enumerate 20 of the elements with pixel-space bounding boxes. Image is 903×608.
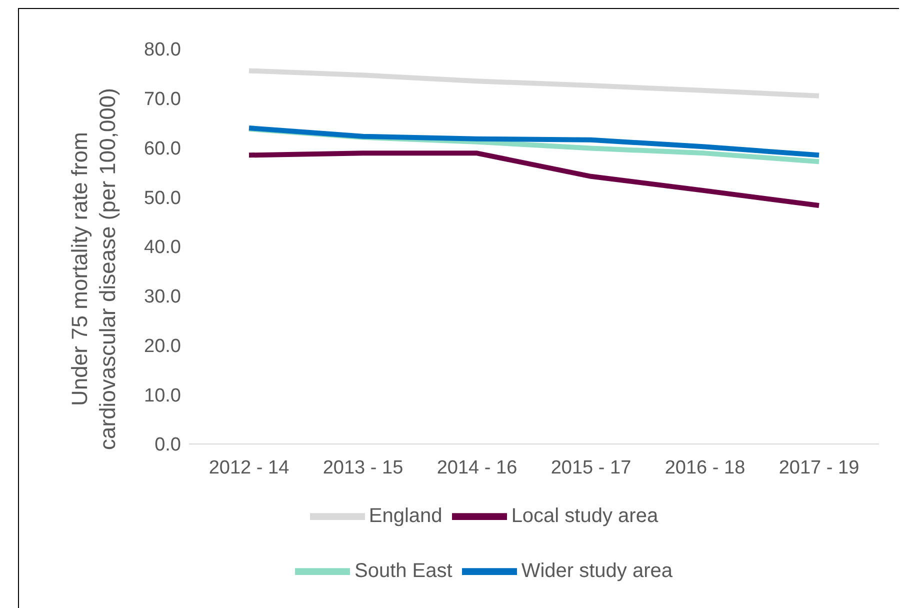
x-tick-label: 2012 - 14 <box>208 457 290 478</box>
legend-label: England <box>368 504 442 527</box>
legend-label: Wider study area <box>521 560 672 582</box>
y-tick-label: 30.0 <box>144 286 181 308</box>
x-tick-label: 2014 - 16 <box>436 457 518 478</box>
y-tick-label: 10.0 <box>144 385 181 406</box>
x-tick-label: 2013 - 15 <box>322 457 404 478</box>
y-tick-label: 20.0 <box>144 336 181 357</box>
legend-label: South East <box>354 560 452 582</box>
y-tick-label: 40.0 <box>144 237 181 258</box>
x-tick-label: 2017 - 19 <box>778 457 860 478</box>
y-tick-label: 0.0 <box>154 434 181 456</box>
x-tick-label: 2015 - 17 <box>550 457 632 478</box>
y-tick-label: 60.0 <box>144 138 181 160</box>
legend-label: Local study area <box>511 504 658 527</box>
y-axis-title: Under 75 mortality rate from cardiovascular disease (per 100,000) <box>67 88 120 450</box>
y-tick-label: 70.0 <box>144 89 181 110</box>
x-tick-label: 2016 - 18 <box>664 457 746 478</box>
y-tick-label: 80.0 <box>144 40 181 61</box>
y-tick-label: 50.0 <box>144 188 181 209</box>
